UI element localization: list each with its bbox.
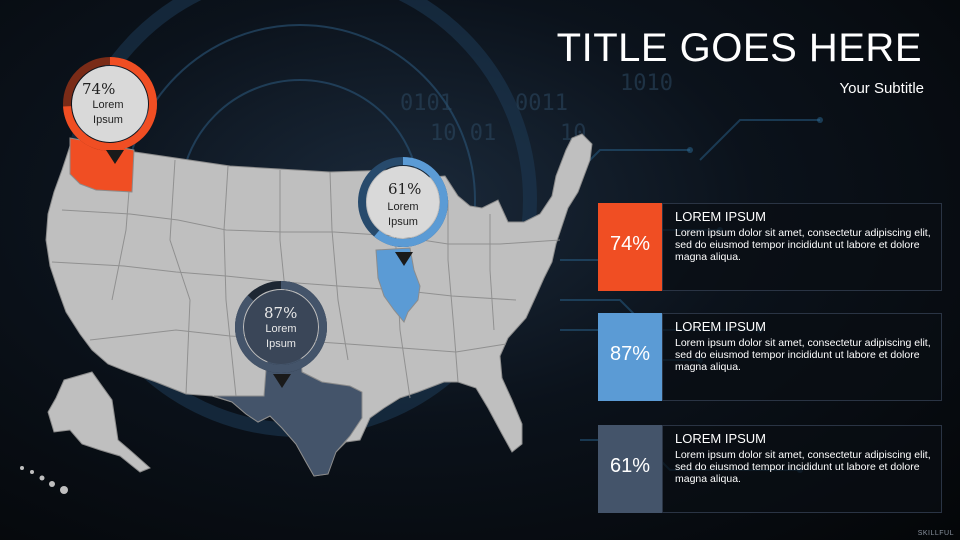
gauge-percent: 74% <box>82 80 116 98</box>
card-percent-block: 61% <box>598 425 662 513</box>
card-body: LOREM IPSUM Lorem ipsum dolor sit amet, … <box>662 313 942 401</box>
gauge-label: Lorem Ipsum <box>92 99 124 126</box>
card-body: LOREM IPSUM Lorem ipsum dolor sit amet, … <box>662 425 942 513</box>
info-card-1: 74% LOREM IPSUM Lorem ipsum dolor sit am… <box>598 203 943 291</box>
svg-text:0101: 0101 <box>400 91 453 116</box>
gauge-illinois: 61% Lorem Ipsum <box>355 154 451 266</box>
card-text: Lorem ipsum dolor sit amet, consectetur … <box>675 449 931 485</box>
card-body: LOREM IPSUM Lorem ipsum dolor sit amet, … <box>662 203 942 291</box>
info-card-3: 61% LOREM IPSUM Lorem ipsum dolor sit am… <box>598 425 943 513</box>
pointer-icon <box>395 252 413 266</box>
svg-text:0011: 0011 <box>515 91 568 116</box>
card-percent: 61% <box>609 455 651 477</box>
card-percent: 87% <box>609 343 651 365</box>
slide-subtitle: Your Subtitle <box>839 80 924 97</box>
gauge-label: Lorem Ipsum <box>387 201 419 228</box>
state-hawaii <box>20 466 68 494</box>
info-card-2: 87% LOREM IPSUM Lorem ipsum dolor sit am… <box>598 313 943 401</box>
gauge-percent: 87% <box>264 304 298 322</box>
brand-logo: SKILLFUL <box>917 530 954 537</box>
svg-text:10 01: 10 01 <box>430 121 496 146</box>
gauge-texas: 87% Lorem Ipsum <box>232 278 330 388</box>
card-text: Lorem ipsum dolor sit amet, consectetur … <box>675 337 931 373</box>
svg-text:1010: 1010 <box>620 71 673 96</box>
gauge-label: Lorem Ipsum <box>265 323 297 350</box>
card-heading: LOREM IPSUM <box>675 319 767 334</box>
pointer-icon <box>106 150 124 164</box>
card-heading: LOREM IPSUM <box>675 431 767 446</box>
gauge-washington: 74% Lorem Ipsum <box>60 54 160 164</box>
slide-title: TITLE GOES HERE <box>556 26 922 70</box>
state-texas[interactable] <box>213 343 363 477</box>
card-percent-block: 74% <box>598 203 662 291</box>
card-heading: LOREM IPSUM <box>675 209 767 224</box>
gauge-ring <box>63 57 157 151</box>
pointer-icon <box>273 374 291 388</box>
state-alaska <box>47 371 151 473</box>
card-text: Lorem ipsum dolor sit amet, consectetur … <box>675 227 931 263</box>
gauge-percent: 61% <box>388 180 422 198</box>
card-percent: 74% <box>609 233 651 255</box>
card-percent-block: 87% <box>598 313 662 401</box>
gauge-ring <box>235 281 327 373</box>
gauge-ring <box>358 157 448 247</box>
